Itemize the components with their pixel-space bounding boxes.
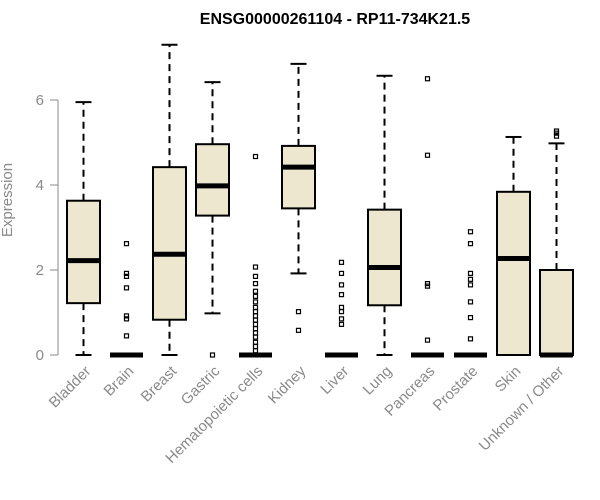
outlier-point <box>553 133 560 139</box>
outlier-point <box>467 315 474 321</box>
box-iqr <box>367 208 402 307</box>
outlier-point <box>252 288 259 294</box>
outlier-point <box>123 285 130 291</box>
outlier-point <box>467 282 474 288</box>
outlier-point <box>252 309 259 315</box>
outlier-point <box>424 76 431 82</box>
boxes-layer <box>66 43 574 358</box>
outlier-point <box>338 292 345 298</box>
outlier-point <box>338 321 345 327</box>
chart-title: ENSG00000261104 - RP11-734K21.5 <box>200 11 471 28</box>
outlier-point <box>252 304 259 310</box>
box-group <box>110 241 143 358</box>
outlier-point <box>424 152 431 158</box>
outlier-point <box>467 276 474 282</box>
x-tick-label: Bladder <box>46 363 95 412</box>
outlier-point <box>252 293 259 299</box>
box-iqr <box>496 190 531 356</box>
box-group <box>411 76 444 358</box>
outlier-point <box>123 241 130 247</box>
outlier-point <box>252 321 259 327</box>
outlier-point <box>338 282 345 288</box>
outlier-point <box>467 336 474 342</box>
box-group <box>367 74 402 356</box>
outlier-point <box>467 241 474 247</box>
box-group <box>152 43 187 356</box>
x-tick-label: Brain <box>101 363 138 400</box>
outlier-point <box>424 337 431 343</box>
outlier-point <box>295 309 302 315</box>
outlier-point <box>295 327 302 333</box>
outlier-point <box>252 317 259 323</box>
box-iqr <box>539 269 574 356</box>
outlier-point <box>467 270 474 276</box>
y-tick-label: 0 <box>36 347 44 364</box>
y-tick-label: 2 <box>36 262 44 279</box>
x-tick-label: Liver <box>317 363 352 398</box>
x-tick-label: Breast <box>138 362 181 405</box>
box-group <box>195 81 230 358</box>
box-group <box>281 62 316 333</box>
box-group <box>325 259 358 358</box>
box-iqr <box>195 143 230 217</box>
box-group <box>239 153 272 358</box>
outlier-point <box>123 313 130 319</box>
box-iqr <box>152 166 187 321</box>
x-tick-label: Prostate <box>430 363 482 415</box>
outlier-point <box>252 299 259 305</box>
outlier-point <box>123 333 130 339</box>
outlier-point <box>338 304 345 310</box>
outlier-point <box>252 330 259 336</box>
y-tick-label: 4 <box>36 177 44 194</box>
box-iqr <box>281 144 316 210</box>
outlier-point <box>338 316 345 322</box>
outlier-point <box>338 309 345 315</box>
outlier-point <box>123 273 130 279</box>
outlier-point <box>424 283 431 289</box>
box-group <box>66 101 101 356</box>
outlier-point <box>209 352 216 358</box>
outlier-point <box>338 259 345 265</box>
outlier-point <box>252 326 259 332</box>
outlier-point <box>252 348 259 354</box>
outlier-point <box>338 270 345 276</box>
x-tick-label: Skin <box>492 363 525 396</box>
outlier-point <box>467 229 474 235</box>
y-axis: 0 2 4 6 <box>36 92 59 364</box>
x-tick-label: Kidney <box>265 362 310 407</box>
box-iqr <box>66 199 101 305</box>
x-tick-label: Lung <box>360 363 396 399</box>
outlier-point <box>252 313 259 319</box>
y-tick-label: 6 <box>36 92 44 109</box>
outlier-point <box>252 339 259 345</box>
outlier-point <box>123 316 130 322</box>
outlier-point <box>252 343 259 350</box>
box-group <box>496 135 531 356</box>
outlier-point <box>553 130 560 136</box>
outlier-point <box>252 334 259 340</box>
box-group <box>454 229 487 358</box>
outlier-point <box>252 153 259 160</box>
outlier-point <box>467 299 474 305</box>
box-group <box>539 128 574 358</box>
outlier-point <box>252 281 259 287</box>
outlier-point <box>252 273 259 279</box>
outlier-point <box>123 270 130 276</box>
y-axis-label: Expression <box>0 163 16 237</box>
outlier-point <box>252 264 259 270</box>
